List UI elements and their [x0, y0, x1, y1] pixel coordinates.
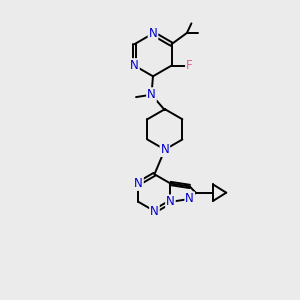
Text: F: F	[186, 59, 193, 72]
Text: N: N	[130, 59, 139, 72]
Text: N: N	[160, 143, 169, 156]
Text: N: N	[134, 177, 143, 190]
Text: N: N	[150, 205, 159, 218]
Text: N: N	[147, 88, 156, 101]
Text: N: N	[166, 195, 175, 208]
Text: N: N	[148, 27, 157, 40]
Text: N: N	[185, 192, 194, 206]
